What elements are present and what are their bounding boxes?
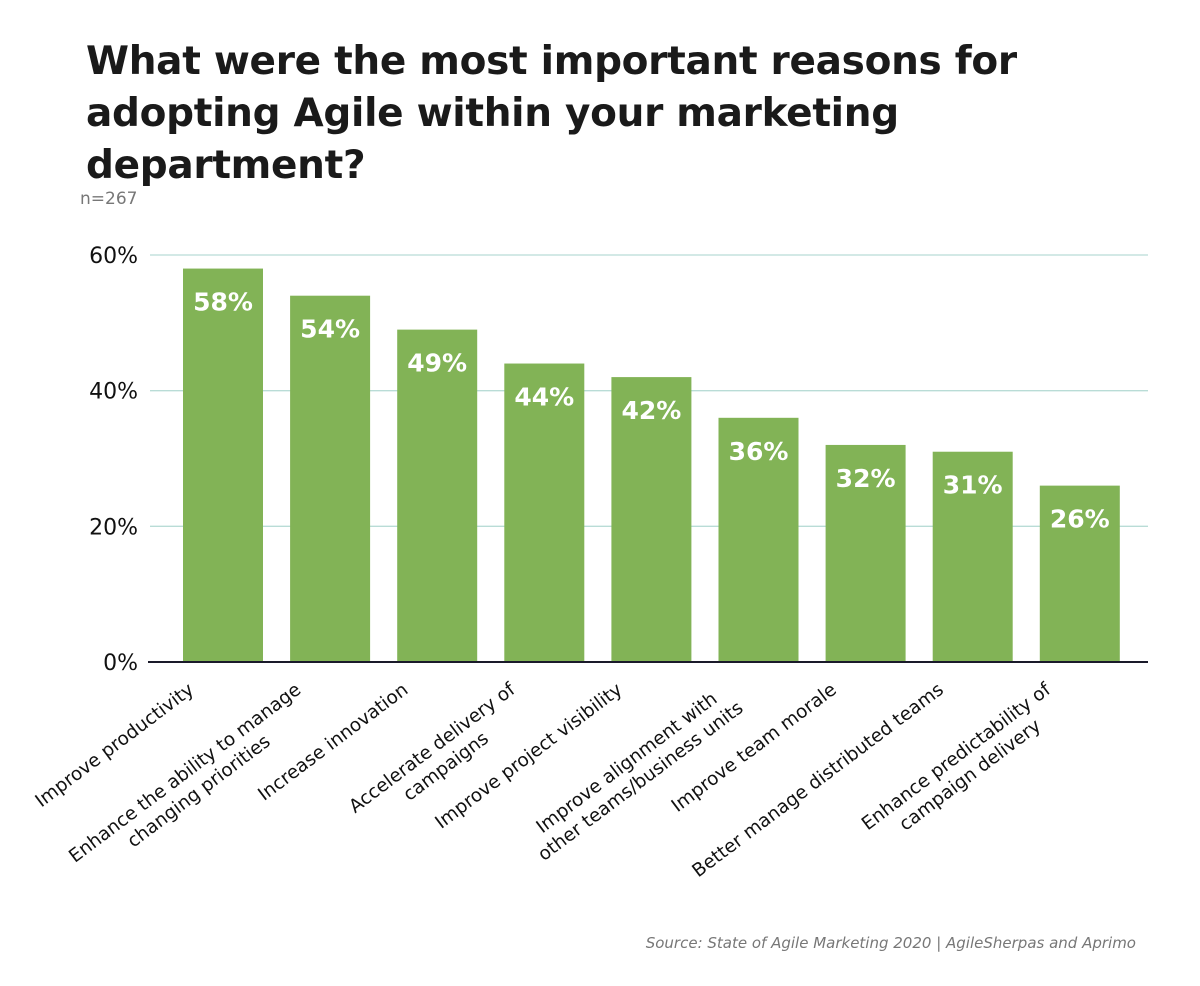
- source-note: Source: State of Agile Marketing 2020 | …: [645, 934, 1136, 952]
- bar: [932, 451, 1013, 662]
- data-label: 32%: [836, 464, 896, 493]
- x-tick-label-line: Enhance predictability of: [858, 679, 1055, 835]
- bar: [825, 444, 906, 662]
- y-tick-label: 60%: [89, 244, 138, 269]
- y-tick-label: 0%: [103, 651, 138, 676]
- x-tick-label-line: Improve alignment with: [533, 688, 722, 837]
- bar: [290, 295, 371, 662]
- data-label: 44%: [514, 383, 574, 412]
- bar: [611, 377, 692, 662]
- data-label: 26%: [1050, 505, 1110, 534]
- x-tick-label-line: Enhance the ability to manage: [65, 679, 305, 867]
- chart-title: What were the most important reasons for…: [86, 39, 1017, 188]
- data-label: 49%: [407, 349, 467, 378]
- bar: [718, 417, 799, 662]
- bar: [397, 329, 478, 662]
- data-label: 58%: [193, 288, 253, 317]
- y-tick-label: 20%: [89, 515, 138, 540]
- y-tick-label: 40%: [89, 380, 138, 405]
- bar: [183, 268, 263, 662]
- data-label: 42%: [621, 396, 681, 425]
- data-label: 36%: [729, 437, 789, 466]
- bar: [1039, 485, 1120, 662]
- data-label: 31%: [943, 471, 1003, 500]
- data-label: 54%: [300, 315, 360, 344]
- bar: [504, 363, 585, 662]
- sample-size: n=267: [80, 189, 138, 209]
